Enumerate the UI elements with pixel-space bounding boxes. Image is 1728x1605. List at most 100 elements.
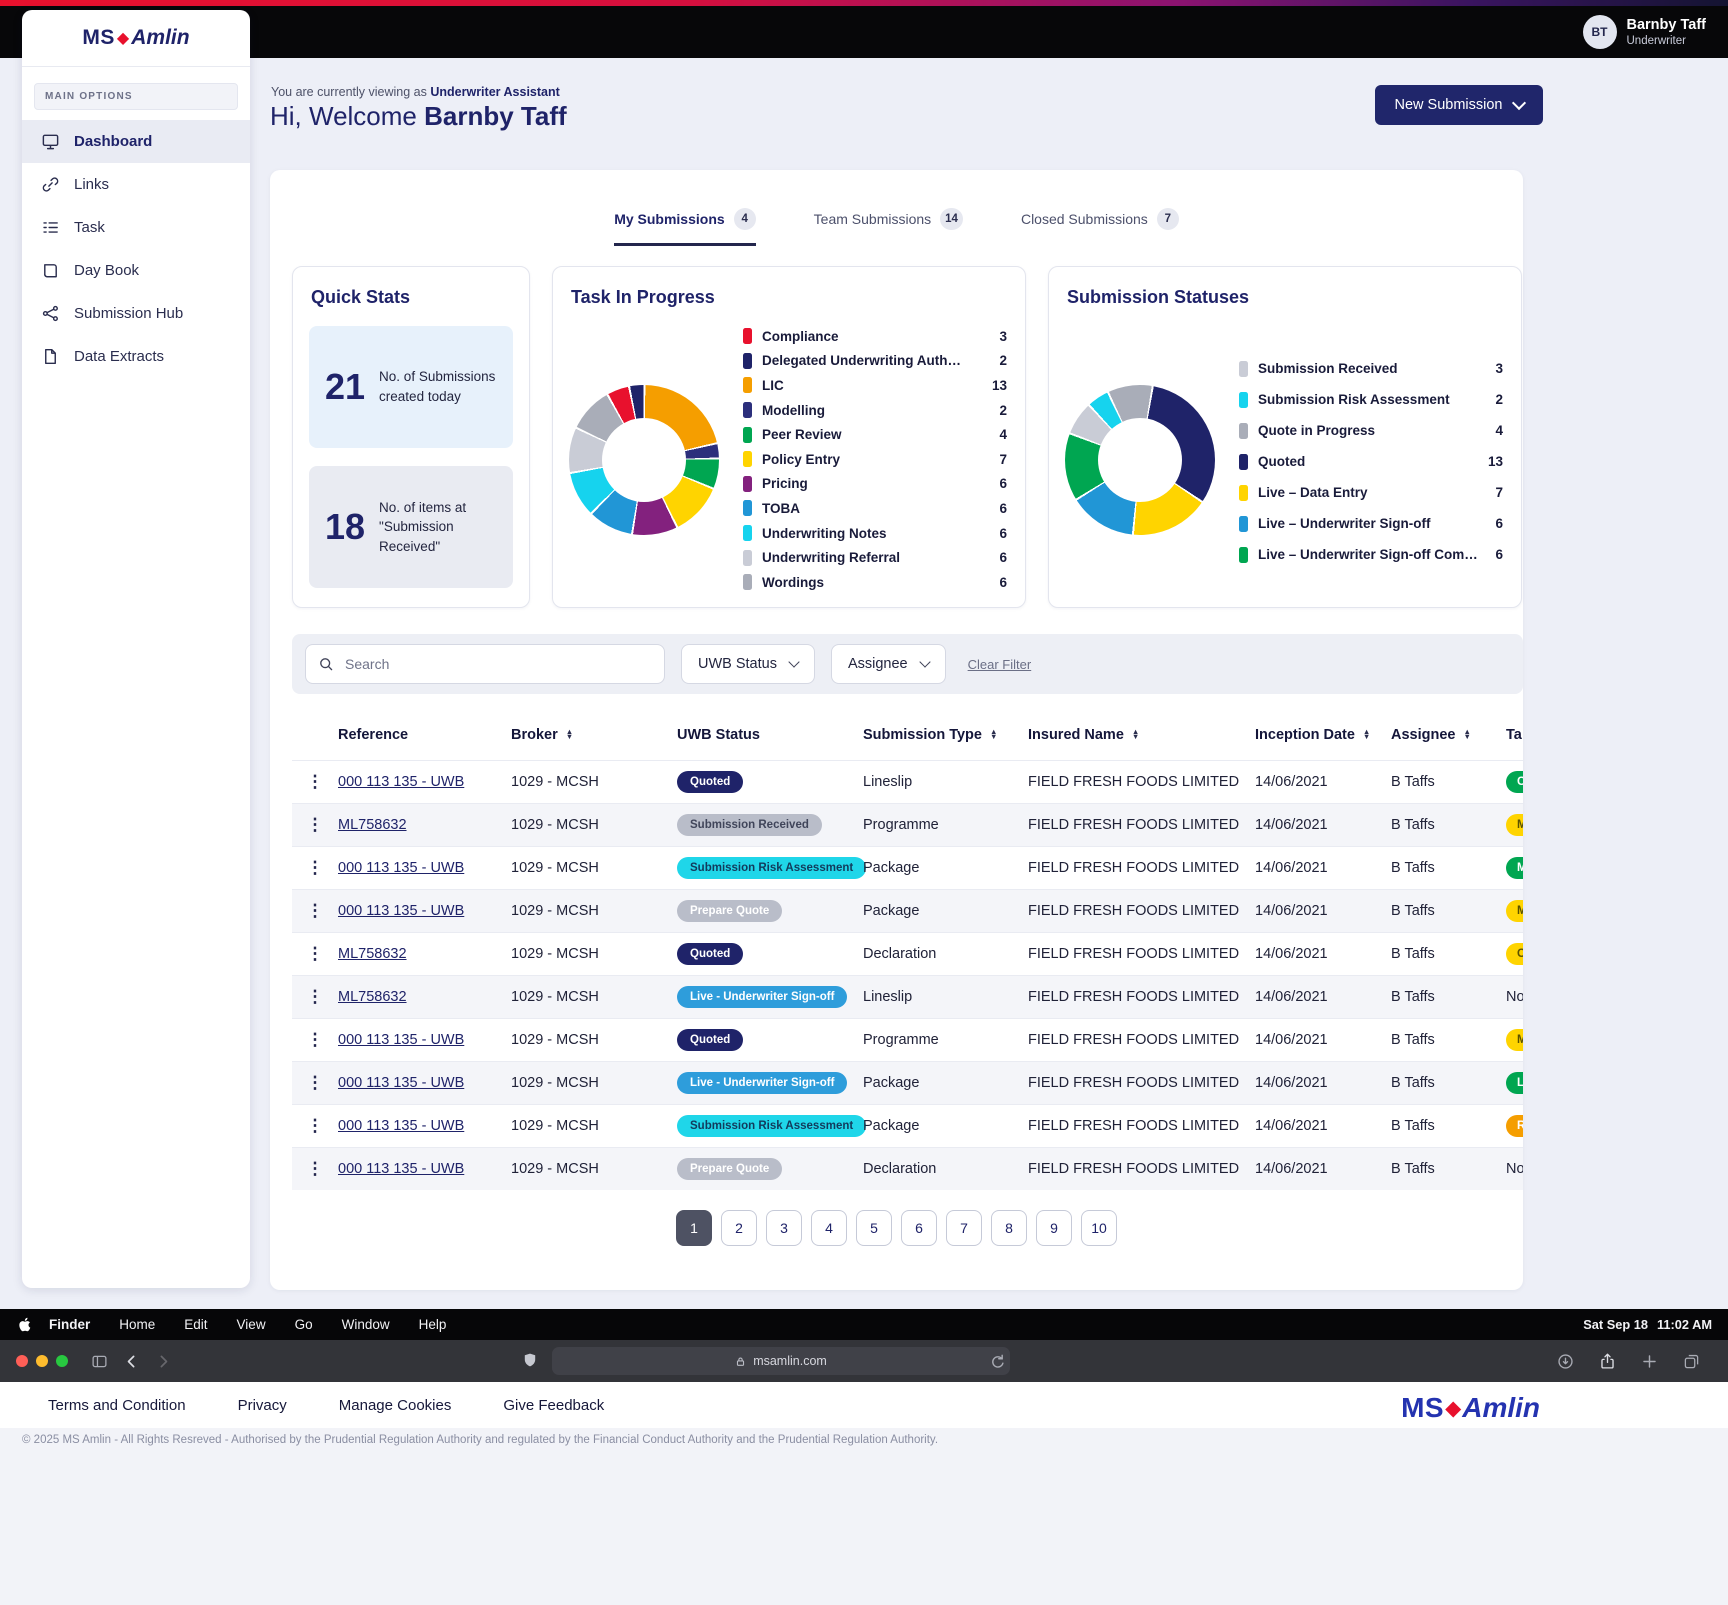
page-button-7[interactable]: 7 xyxy=(946,1210,982,1246)
back-button[interactable] xyxy=(120,1350,142,1372)
sort-icon[interactable]: ▲ ▼ xyxy=(1131,727,1140,741)
sidebar-item-day-book[interactable]: Day Book xyxy=(22,249,250,292)
row-menu-icon[interactable]: ⋮ xyxy=(306,772,324,791)
footer-link-terms-and-condition[interactable]: Terms and Condition xyxy=(48,1396,186,1414)
zoom-window-button[interactable] xyxy=(56,1355,68,1367)
insured-name-cell: FIELD FRESH FOODS LIMITED xyxy=(1028,774,1240,790)
row-menu-icon[interactable]: ⋮ xyxy=(306,815,324,834)
sort-icon[interactable]: ▲ ▼ xyxy=(565,727,574,741)
task-cell: C xyxy=(1506,943,1523,965)
new-submission-button[interactable]: New Submission xyxy=(1375,85,1543,125)
sidebar-item-data-extracts[interactable]: Data Extracts xyxy=(22,335,250,378)
broker-cell: 1029 - MCSH xyxy=(511,946,599,962)
sidebar-item-submission-hub[interactable]: Submission Hub xyxy=(22,292,250,335)
sidebar-item-label: Day Book xyxy=(74,262,140,279)
link-icon xyxy=(40,175,60,195)
reference-link[interactable]: 000 113 135 - UWB xyxy=(338,860,465,876)
submission-type-cell: Declaration xyxy=(863,946,937,962)
row-menu-icon[interactable]: ⋮ xyxy=(306,1116,324,1135)
sidebar-item-label: Links xyxy=(74,176,110,193)
legend-color-swatch xyxy=(1239,391,1248,408)
reference-link[interactable]: ML758632 xyxy=(338,989,407,1005)
page-button-5[interactable]: 5 xyxy=(856,1210,892,1246)
apple-icon[interactable] xyxy=(16,1316,33,1333)
tab-my-submissions[interactable]: My Submissions 4 xyxy=(614,208,756,246)
row-menu-icon[interactable]: ⋮ xyxy=(306,1073,324,1092)
refresh-icon[interactable] xyxy=(986,1350,1008,1372)
menu-item-view[interactable]: View xyxy=(236,1317,266,1332)
assignee-dropdown[interactable]: Assignee xyxy=(830,644,946,684)
legend-label: Submission Received xyxy=(1258,361,1398,376)
legend-value: 2 xyxy=(1495,392,1503,407)
task-pill: M xyxy=(1506,900,1523,922)
assignee-cell: B Taffs xyxy=(1391,903,1435,919)
brand-gradient-stripe xyxy=(0,0,1728,6)
user-profile[interactable]: BT Barnby Taff Underwriter xyxy=(1582,15,1706,49)
tab-overview-icon[interactable] xyxy=(1680,1350,1702,1372)
clear-filter-link[interactable]: Clear Filter xyxy=(967,656,1032,672)
row-menu-icon[interactable]: ⋮ xyxy=(306,858,324,877)
reference-link[interactable]: 000 113 135 - UWB xyxy=(338,1118,465,1134)
menu-item-home[interactable]: Home xyxy=(119,1317,156,1332)
page-button-8[interactable]: 8 xyxy=(991,1210,1027,1246)
uwb-status-dropdown[interactable]: UWB Status xyxy=(681,644,815,684)
inception-date-cell: 14/06/2021 xyxy=(1255,989,1328,1005)
footer-link-privacy[interactable]: Privacy xyxy=(237,1396,287,1414)
share-icon[interactable] xyxy=(1596,1350,1618,1372)
user-role: Underwriter xyxy=(1626,34,1686,47)
sidebar-item-task[interactable]: Task xyxy=(22,206,250,249)
close-window-button[interactable] xyxy=(16,1355,28,1367)
sidebar-toggle-icon[interactable] xyxy=(88,1350,110,1372)
row-menu-icon[interactable]: ⋮ xyxy=(306,901,324,920)
tab-closed-submissions[interactable]: Closed Submissions 7 xyxy=(1021,208,1179,246)
footer-link-give-feedback[interactable]: Give Feedback xyxy=(503,1396,605,1414)
submission-type-cell: Programme xyxy=(863,817,939,833)
reference-link[interactable]: 000 113 135 - UWB xyxy=(338,903,465,919)
page-button-1[interactable]: 1 xyxy=(676,1210,712,1246)
reference-link[interactable]: 000 113 135 - UWB xyxy=(338,1075,465,1091)
menu-item-finder[interactable]: Finder xyxy=(49,1317,91,1332)
row-menu-icon[interactable]: ⋮ xyxy=(306,987,324,1006)
row-menu-icon[interactable]: ⋮ xyxy=(306,1030,324,1049)
page-button-6[interactable]: 6 xyxy=(901,1210,937,1246)
sort-icon[interactable]: ▲ ▼ xyxy=(989,727,998,741)
forward-button[interactable] xyxy=(152,1350,174,1372)
minimize-window-button[interactable] xyxy=(36,1355,48,1367)
page-button-4[interactable]: 4 xyxy=(811,1210,847,1246)
insured-name-cell: FIELD FRESH FOODS LIMITED xyxy=(1028,1118,1240,1134)
reference-link[interactable]: ML758632 xyxy=(338,817,407,833)
reference-link[interactable]: 000 113 135 - UWB xyxy=(338,1161,465,1177)
legend-value: 6 xyxy=(999,500,1007,516)
page-button-2[interactable]: 2 xyxy=(721,1210,757,1246)
column-header-label: Ta xyxy=(1506,727,1522,743)
stat-submission-received: 18 No. of items at "Submission Received" xyxy=(309,466,513,588)
reference-link[interactable]: 000 113 135 - UWB xyxy=(338,1032,465,1048)
page-button-3[interactable]: 3 xyxy=(766,1210,802,1246)
legend-value: 6 xyxy=(999,476,1007,492)
menu-item-window[interactable]: Window xyxy=(341,1317,390,1332)
search-input[interactable] xyxy=(343,655,652,673)
footer-link-manage-cookies[interactable]: Manage Cookies xyxy=(338,1396,452,1414)
viewing-as: You are currently viewing as Underwriter… xyxy=(271,85,560,99)
new-tab-icon[interactable] xyxy=(1638,1350,1660,1372)
app-header: BT Barnby Taff Underwriter xyxy=(0,6,1728,58)
sidebar-item-links[interactable]: Links xyxy=(22,163,250,206)
downloads-icon[interactable] xyxy=(1554,1350,1576,1372)
privacy-shield-icon[interactable] xyxy=(522,1352,539,1369)
broker-cell: 1029 - MCSH xyxy=(511,1032,599,1048)
page-button-9[interactable]: 9 xyxy=(1036,1210,1072,1246)
sidebar-item-dashboard[interactable]: Dashboard xyxy=(22,120,250,163)
tab-team-submissions[interactable]: Team Submissions 14 xyxy=(814,208,963,246)
menu-item-help[interactable]: Help xyxy=(418,1317,447,1332)
row-menu-icon[interactable]: ⋮ xyxy=(306,1159,324,1178)
row-menu-icon[interactable]: ⋮ xyxy=(306,944,324,963)
menu-item-go[interactable]: Go xyxy=(294,1317,313,1332)
sort-icon[interactable]: ▲ ▼ xyxy=(1463,727,1471,741)
reference-link[interactable]: ML758632 xyxy=(338,946,407,962)
page-button-10[interactable]: 10 xyxy=(1081,1210,1117,1246)
address-bar[interactable]: msamlin.com xyxy=(552,1347,1010,1375)
reference-link[interactable]: 000 113 135 - UWB xyxy=(338,774,465,790)
menu-item-edit[interactable]: Edit xyxy=(184,1317,208,1332)
task-text: No xyxy=(1506,1161,1523,1177)
sort-icon[interactable]: ▲ ▼ xyxy=(1362,727,1371,741)
